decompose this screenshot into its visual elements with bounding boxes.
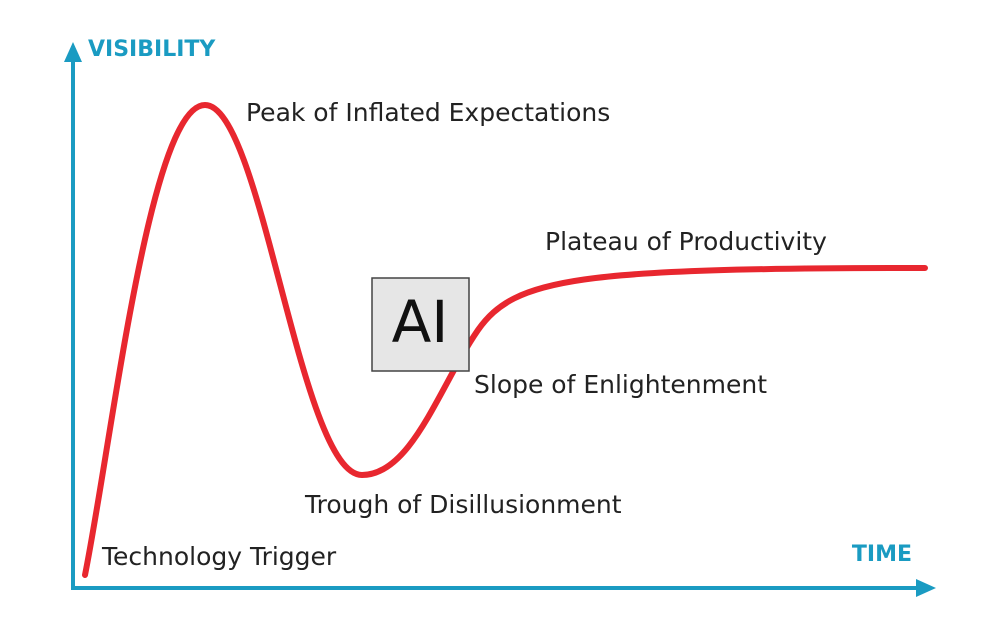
y-axis-arrow [64, 42, 82, 62]
x-axis-arrow [916, 579, 936, 597]
ai-marker-box [371, 277, 470, 372]
phase-label: Peak of Inflated Expectations [246, 98, 610, 127]
ai-marker-label: AI [392, 288, 449, 356]
y-axis-label: VISIBILITY [88, 37, 216, 62]
phase-label: Trough of Disillusionment [304, 490, 622, 519]
phase-label: Plateau of Productivity [545, 227, 827, 256]
phase-label: Technology Trigger [101, 542, 337, 571]
phase-label: Slope of Enlightenment [474, 370, 767, 399]
x-axis-label: TIME [852, 542, 912, 567]
hype-curve [82, 101, 928, 578]
